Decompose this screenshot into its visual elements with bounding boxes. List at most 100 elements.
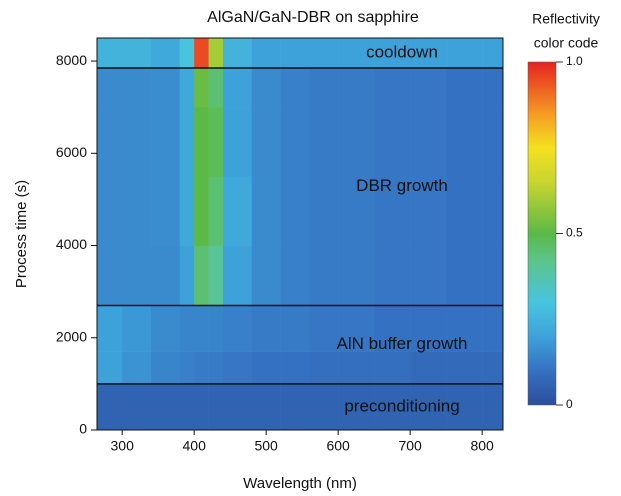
heatmap-cell <box>338 352 374 385</box>
y-axis-title: Process time (s) <box>13 180 30 288</box>
heatmap-cell <box>151 352 180 385</box>
heatmap-cell <box>281 107 310 176</box>
heatmap-cell <box>180 384 195 430</box>
heatmap-cell <box>194 68 209 108</box>
heatmap-cell <box>309 352 338 385</box>
heatmap-cell <box>252 246 281 306</box>
heatmap-cell <box>252 68 281 108</box>
heatmap-cell <box>209 246 224 306</box>
heatmap-cell <box>151 68 180 108</box>
heatmap-cell <box>151 38 180 68</box>
heatmap-cell <box>309 107 338 176</box>
heatmap-cell <box>374 352 410 385</box>
colorbar-title: Reflectivity <box>532 11 600 27</box>
heatmap-cell <box>309 384 338 430</box>
heatmap-cell <box>122 246 151 306</box>
heatmap-cell <box>122 68 151 108</box>
heatmap-cell <box>209 107 224 176</box>
heatmap-cell <box>194 176 209 245</box>
heatmap-cell <box>223 176 252 245</box>
heatmap-cell <box>338 107 374 176</box>
heatmap-cell <box>482 107 503 176</box>
x-tick-label: 400 <box>183 438 207 454</box>
heatmap-cell <box>374 68 410 108</box>
heatmap-cell <box>223 107 252 176</box>
heatmap-cell <box>309 176 338 245</box>
heatmap-cell <box>209 305 224 351</box>
phase-label: cooldown <box>366 42 438 61</box>
phase-label: preconditioning <box>344 396 459 415</box>
x-tick-label: 800 <box>470 438 494 454</box>
heatmap-cell <box>151 107 180 176</box>
heatmap-cell <box>446 246 482 306</box>
chart-title: AlGaN/GaN-DBR on sapphire <box>207 9 419 26</box>
heatmap-cell <box>410 246 446 306</box>
heatmap-cell <box>223 384 252 430</box>
colorbar-tick-label: 1.0 <box>566 54 583 68</box>
heatmap-cell <box>482 176 503 245</box>
x-tick-label: 300 <box>111 438 135 454</box>
y-tick-label: 6000 <box>56 144 87 160</box>
heatmap-cell <box>482 68 503 108</box>
heatmap-cell <box>180 68 195 108</box>
heatmap-cell <box>223 305 252 351</box>
heatmap-cell <box>122 176 151 245</box>
heatmap-cell <box>410 352 446 385</box>
y-tick-label: 2000 <box>56 328 87 344</box>
heatmap-cell <box>281 384 310 430</box>
heatmap-cell <box>209 384 224 430</box>
heatmap-cell <box>180 38 195 68</box>
phase-label: DBR growth <box>356 176 448 195</box>
heatmap-cell <box>223 68 252 108</box>
heatmap-cell <box>194 38 209 68</box>
heatmap-cell <box>281 246 310 306</box>
heatmap-cell <box>281 68 310 108</box>
colorbar <box>528 62 556 405</box>
heatmap-cell <box>180 246 195 306</box>
heatmap-cell <box>180 352 195 385</box>
heatmap-cell <box>209 38 224 68</box>
heatmap-cell <box>374 107 410 176</box>
colorbar-tick-label: 0.5 <box>566 226 583 240</box>
heatmap-cell <box>97 305 122 351</box>
phase-label: AlN buffer growth <box>336 334 467 353</box>
y-tick-label: 8000 <box>56 52 87 68</box>
heatmap-cell <box>122 352 151 385</box>
heatmap-cell <box>281 38 310 68</box>
heatmap-cell <box>180 305 195 351</box>
heatmap-cell <box>194 107 209 176</box>
heatmap-cell <box>97 68 122 108</box>
heatmap-cell <box>97 38 122 68</box>
heatmap-cell <box>252 305 281 351</box>
heatmap-cell <box>122 384 151 430</box>
heatmap-cell <box>482 246 503 306</box>
heatmap-cell <box>309 68 338 108</box>
colorbar-tick-label: 0 <box>566 397 573 411</box>
x-tick-label: 600 <box>326 438 350 454</box>
heatmap-cell <box>209 176 224 245</box>
heatmap-cell <box>309 246 338 306</box>
heatmap-cell <box>252 384 281 430</box>
heatmap-cell <box>252 176 281 245</box>
heatmap-cell <box>97 176 122 245</box>
heatmap-cell <box>209 352 224 385</box>
heatmap-cell <box>194 352 209 385</box>
heatmap-cell <box>309 305 338 351</box>
heatmap-cell <box>209 68 224 108</box>
heatmap-cell <box>223 352 252 385</box>
heatmap-cell <box>97 352 122 385</box>
heatmap-cell <box>410 68 446 108</box>
heatmap-cell <box>223 246 252 306</box>
heatmap-cell <box>482 38 503 68</box>
heatmap-cell <box>97 384 122 430</box>
heatmap-cell <box>122 38 151 68</box>
heatmap-cell <box>309 38 338 68</box>
heatmap-cell <box>97 107 122 176</box>
heatmap-cell <box>151 384 180 430</box>
heatmap-cell <box>194 305 209 351</box>
heatmap-cell <box>180 176 195 245</box>
heatmap-cell <box>482 384 503 430</box>
heatmap-cell <box>180 107 195 176</box>
x-axis-title: Wavelength (nm) <box>243 475 357 492</box>
